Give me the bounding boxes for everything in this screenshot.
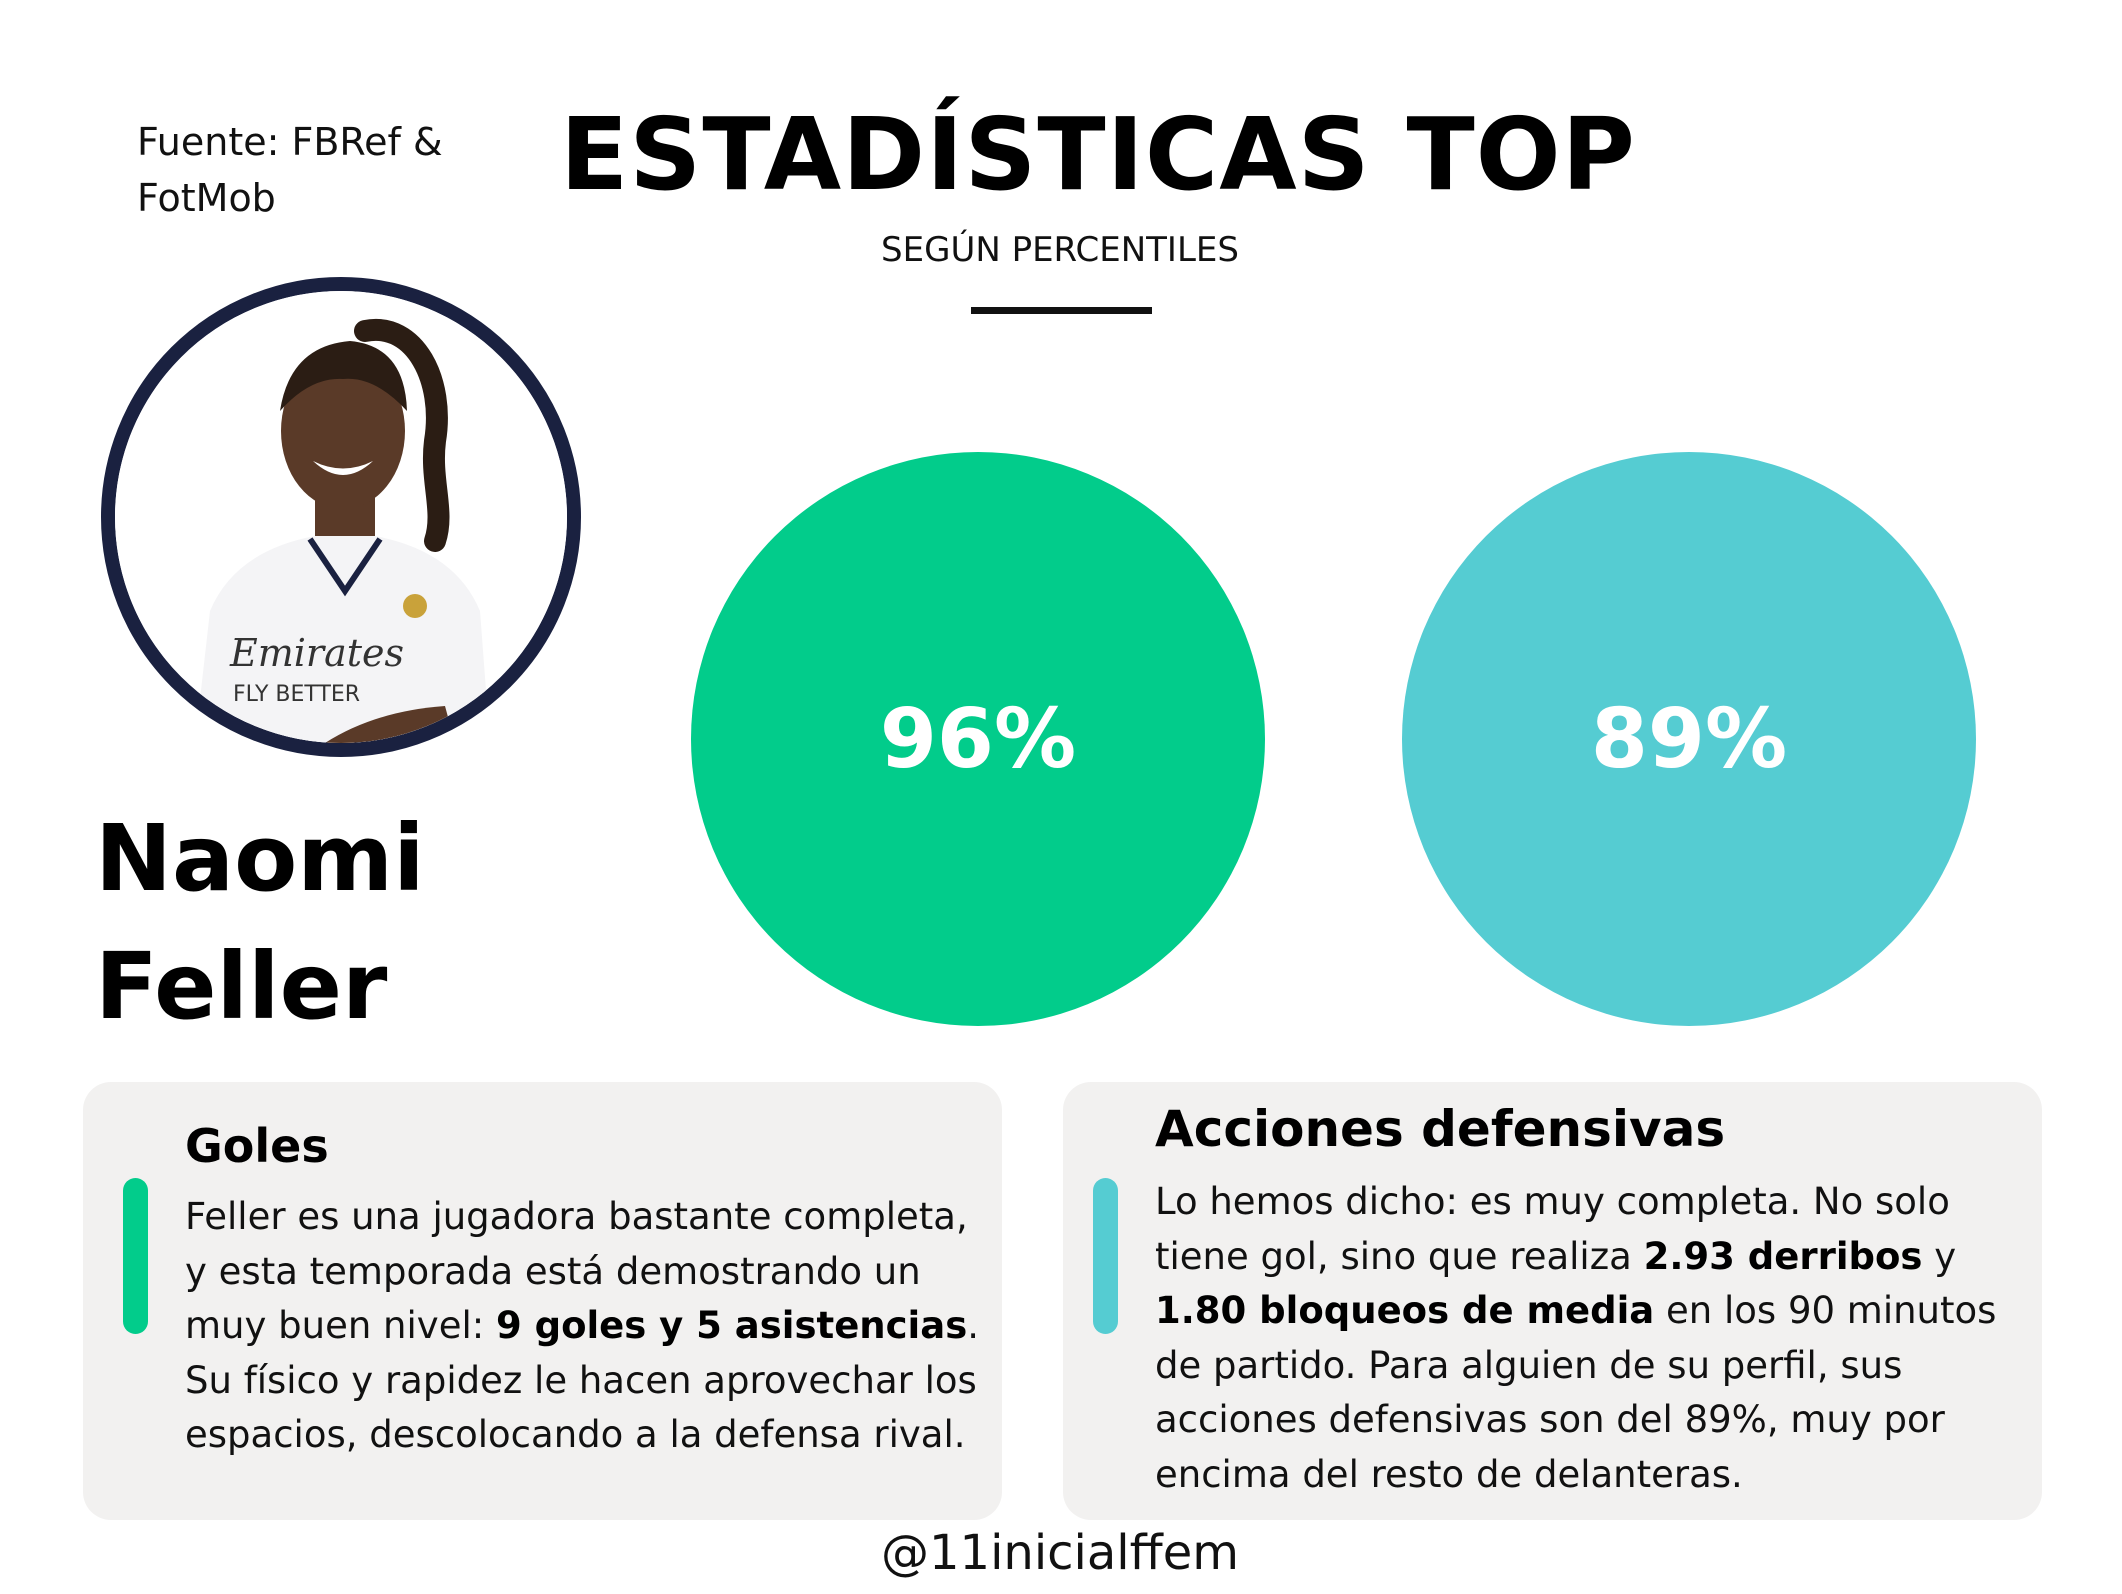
title-divider — [971, 307, 1152, 314]
shirt-sponsor-1: Emirates — [229, 631, 404, 675]
goals-percentile-value: 96% — [879, 691, 1077, 787]
page-title: ESTADÍSTICAS TOP — [560, 96, 1636, 213]
player-name: Naomi Feller — [95, 795, 655, 1051]
player-last-name: Feller — [95, 933, 388, 1040]
player-photo-icon: Emirates FLY BETTER — [115, 291, 567, 743]
defense-card-accent — [1093, 1178, 1118, 1334]
social-handle: @11inicialffem — [880, 1525, 1239, 1581]
goals-card — [83, 1082, 1002, 1520]
defense-card-title: Acciones defensivas — [1155, 1100, 1726, 1158]
defense-percentile-value: 89% — [1590, 691, 1788, 787]
player-first-name: Naomi — [95, 805, 425, 912]
goals-percentile-circle: 96% — [691, 452, 1265, 1026]
shirt-sponsor-2: FLY BETTER — [233, 682, 360, 707]
page-subtitle: SEGÚN PERCENTILES — [881, 230, 1239, 270]
goals-card-accent — [123, 1178, 148, 1334]
defense-percentile-circle: 89% — [1402, 452, 1976, 1026]
defense-card — [1063, 1082, 2042, 1520]
source-credit: Fuente: FBRef & FotMob — [137, 120, 443, 220]
goals-card-text: Feller es una jugadora bastante completa… — [185, 1195, 979, 1456]
defense-card-text: Lo hemos dicho: es muy completa. No solo… — [1155, 1180, 1997, 1496]
goals-card-title: Goles — [185, 1119, 329, 1173]
player-avatar: Emirates FLY BETTER — [101, 277, 581, 757]
